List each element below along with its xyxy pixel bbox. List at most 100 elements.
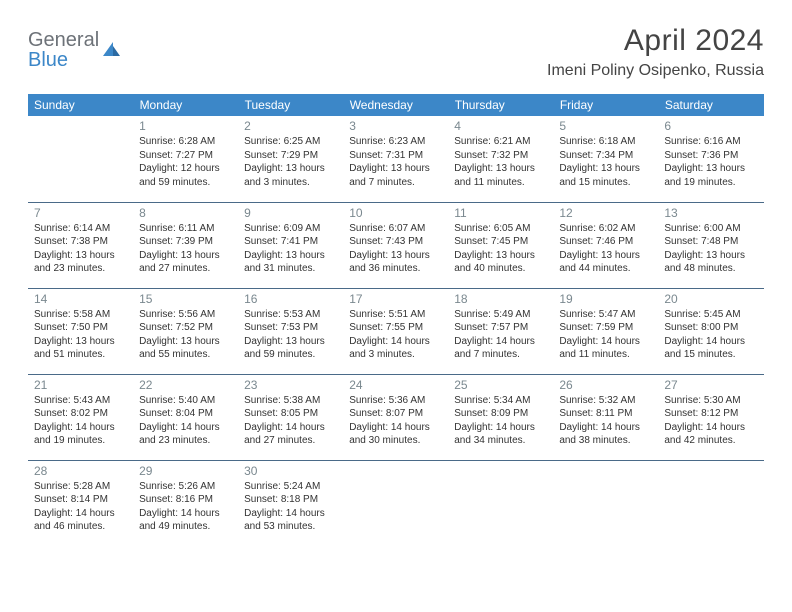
day-info: Sunrise: 5:36 AMSunset: 8:07 PMDaylight:… — [349, 394, 442, 448]
calendar-day: 1 Sunrise: 6:28 AMSunset: 7:27 PMDaylight… — [133, 116, 238, 202]
month-title: April 2024 — [547, 24, 764, 58]
daylight-line: Daylight: 14 hours and 49 minutes. — [139, 507, 232, 534]
calendar-day-empty — [553, 460, 658, 546]
day-info: Sunrise: 5:26 AMSunset: 8:16 PMDaylight:… — [139, 480, 232, 534]
sunset-line: Sunset: 8:04 PM — [139, 407, 232, 421]
daylight-line: Daylight: 14 hours and 23 minutes. — [139, 421, 232, 448]
sunrise-line: Sunrise: 5:53 AM — [244, 308, 337, 322]
sunset-line: Sunset: 8:18 PM — [244, 493, 337, 507]
calendar-day-empty — [448, 460, 553, 546]
sunset-line: Sunset: 8:12 PM — [664, 407, 757, 421]
day-info: Sunrise: 6:14 AMSunset: 7:38 PMDaylight:… — [34, 222, 127, 276]
daylight-line: Daylight: 13 hours and 7 minutes. — [349, 162, 442, 189]
sunrise-line: Sunrise: 5:38 AM — [244, 394, 337, 408]
day-number: 13 — [664, 206, 757, 220]
sunrise-line: Sunrise: 6:16 AM — [664, 135, 757, 149]
calendar-week: 14Sunrise: 5:58 AMSunset: 7:50 PMDayligh… — [28, 288, 764, 374]
sunset-line: Sunset: 8:16 PM — [139, 493, 232, 507]
day-header: Wednesday — [343, 94, 448, 116]
sunrise-line: Sunrise: 5:30 AM — [664, 394, 757, 408]
logo: General Blue — [28, 30, 121, 70]
calendar-day: 10Sunrise: 6:07 AMSunset: 7:43 PMDayligh… — [343, 202, 448, 288]
calendar-day: 28Sunrise: 5:28 AMSunset: 8:14 PMDayligh… — [28, 460, 133, 546]
day-number: 14 — [34, 292, 127, 306]
daylight-line: Daylight: 14 hours and 27 minutes. — [244, 421, 337, 448]
calendar-day: 30 Sunrise: 5:24 AMSunset: 8:18 PMDayligh… — [238, 460, 343, 546]
daylight-line: Daylight: 13 hours and 11 minutes. — [454, 162, 547, 189]
day-number: 28 — [34, 464, 127, 478]
sunset-line: Sunset: 7:27 PM — [139, 149, 232, 163]
calendar-day: 16Sunrise: 5:53 AMSunset: 7:53 PMDayligh… — [238, 288, 343, 374]
calendar-day-empty — [658, 460, 763, 546]
day-number: 1 — [139, 119, 232, 133]
calendar-day: 2Sunrise: 6:25 AMSunset: 7:29 PMDaylight… — [238, 116, 343, 202]
sunrise-line: Sunrise: 6:14 AM — [34, 222, 127, 236]
calendar-day: 7Sunrise: 6:14 AMSunset: 7:38 PMDaylight… — [28, 202, 133, 288]
logo-text: General Blue — [28, 30, 99, 70]
logo-line2: Blue — [28, 50, 99, 70]
daylight-line: Daylight: 14 hours and 15 minutes. — [664, 335, 757, 362]
day-number: 21 — [34, 378, 127, 392]
day-number: 9 — [244, 206, 337, 220]
sunset-line: Sunset: 7:34 PM — [559, 149, 652, 163]
day-number: 11 — [454, 206, 547, 220]
day-number: 27 — [664, 378, 757, 392]
calendar-day: 21Sunrise: 5:43 AMSunset: 8:02 PMDayligh… — [28, 374, 133, 460]
sunrise-line: Sunrise: 6:05 AM — [454, 222, 547, 236]
sunset-line: Sunset: 7:46 PM — [559, 235, 652, 249]
sunrise-line: Sunrise: 6:11 AM — [139, 222, 232, 236]
day-number: 23 — [244, 378, 337, 392]
sunrise-line: Sunrise: 6:28 AM — [139, 135, 232, 149]
day-info: Sunrise: 5:30 AMSunset: 8:12 PMDaylight:… — [664, 394, 757, 448]
sunrise-line: Sunrise: 5:24 AM — [244, 480, 337, 494]
calendar-day: 25Sunrise: 5:34 AMSunset: 8:09 PMDayligh… — [448, 374, 553, 460]
day-header: Friday — [553, 94, 658, 116]
sunset-line: Sunset: 7:55 PM — [349, 321, 442, 335]
daylight-line: Daylight: 14 hours and 42 minutes. — [664, 421, 757, 448]
calendar-day: 27 Sunrise: 5:30 AMSunset: 8:12 PMDayligh… — [658, 374, 763, 460]
sunset-line: Sunset: 7:57 PM — [454, 321, 547, 335]
calendar-day: 19Sunrise: 5:47 AMSunset: 7:59 PMDayligh… — [553, 288, 658, 374]
calendar-day: 13Sunrise: 6:00 AMSunset: 7:48 PMDayligh… — [658, 202, 763, 288]
day-info: Sunrise: 5:49 AMSunset: 7:57 PMDaylight:… — [454, 308, 547, 362]
day-number: 22 — [139, 378, 232, 392]
sunrise-line: Sunrise: 5:51 AM — [349, 308, 442, 322]
day-number: 15 — [139, 292, 232, 306]
day-info: Sunrise: 6:11 AMSunset: 7:39 PMDaylight:… — [139, 222, 232, 276]
day-number: 30 — [244, 464, 337, 478]
daylight-line: Daylight: 13 hours and 3 minutes. — [244, 162, 337, 189]
sunrise-line: Sunrise: 6:21 AM — [454, 135, 547, 149]
sunset-line: Sunset: 7:39 PM — [139, 235, 232, 249]
sunrise-line: Sunrise: 5:45 AM — [664, 308, 757, 322]
day-info: Sunrise: 5:34 AMSunset: 8:09 PMDaylight:… — [454, 394, 547, 448]
sunset-line: Sunset: 7:59 PM — [559, 321, 652, 335]
daylight-line: Daylight: 13 hours and 48 minutes. — [664, 249, 757, 276]
daylight-line: Daylight: 13 hours and 23 minutes. — [34, 249, 127, 276]
calendar-page: General Blue April 2024 Imeni Poliny Osi… — [0, 0, 792, 562]
sunrise-line: Sunrise: 5:32 AM — [559, 394, 652, 408]
calendar-week: 1Sunrise: 6:28 AMSunset: 7:27 PMDaylight… — [28, 116, 764, 202]
daylight-line: Daylight: 13 hours and 36 minutes. — [349, 249, 442, 276]
daylight-line: Daylight: 14 hours and 34 minutes. — [454, 421, 547, 448]
sunset-line: Sunset: 8:14 PM — [34, 493, 127, 507]
daylight-line: Daylight: 14 hours and 38 minutes. — [559, 421, 652, 448]
day-number: 29 — [139, 464, 232, 478]
sunset-line: Sunset: 7:48 PM — [664, 235, 757, 249]
daylight-line: Daylight: 13 hours and 15 minutes. — [559, 162, 652, 189]
day-info: Sunrise: 5:40 AMSunset: 8:04 PMDaylight:… — [139, 394, 232, 448]
sunrise-line: Sunrise: 6:09 AM — [244, 222, 337, 236]
daylight-line: Daylight: 12 hours and 59 minutes. — [139, 162, 232, 189]
sunset-line: Sunset: 7:36 PM — [664, 149, 757, 163]
calendar-day: 5Sunrise: 6:18 AMSunset: 7:34 PMDaylight… — [553, 116, 658, 202]
day-info: Sunrise: 6:16 AMSunset: 7:36 PMDaylight:… — [664, 135, 757, 189]
daylight-line: Daylight: 14 hours and 53 minutes. — [244, 507, 337, 534]
day-number: 5 — [559, 119, 652, 133]
daylight-line: Daylight: 14 hours and 19 minutes. — [34, 421, 127, 448]
day-number: 26 — [559, 378, 652, 392]
logo-triangle-icon — [101, 40, 121, 60]
sunset-line: Sunset: 8:09 PM — [454, 407, 547, 421]
sunset-line: Sunset: 7:31 PM — [349, 149, 442, 163]
day-number: 3 — [349, 119, 442, 133]
location: Imeni Poliny Osipenko, Russia — [547, 62, 764, 80]
daylight-line: Daylight: 13 hours and 31 minutes. — [244, 249, 337, 276]
